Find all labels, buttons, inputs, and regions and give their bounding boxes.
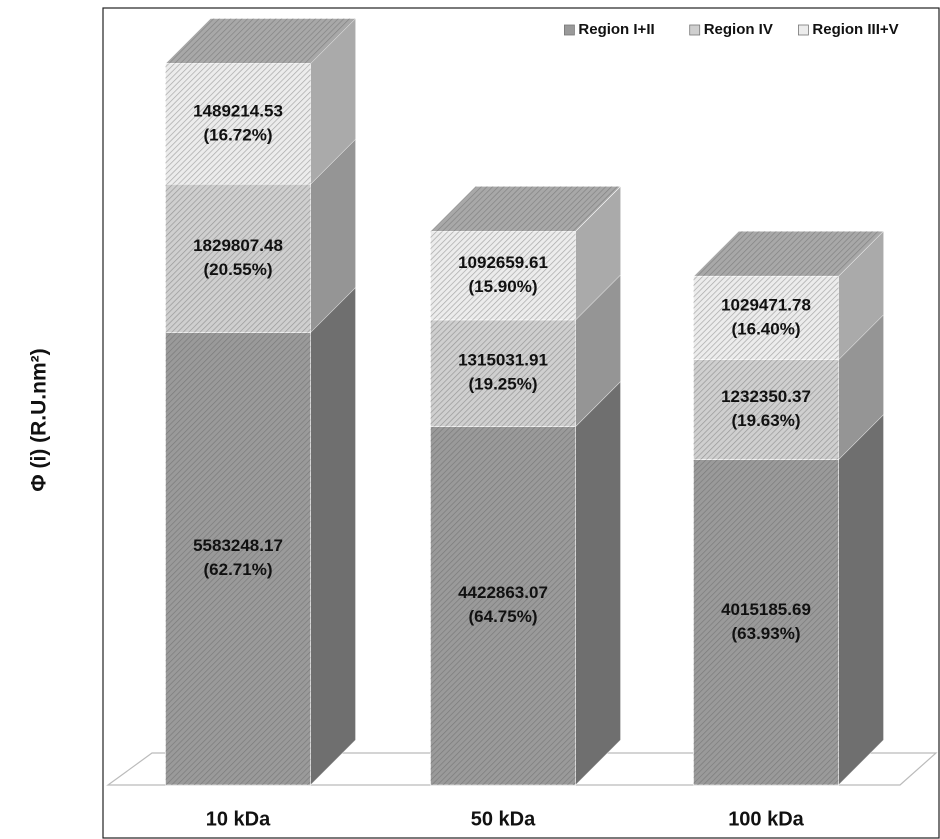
share-label: (19.63%) (732, 411, 801, 430)
legend-swatch (689, 24, 701, 36)
legend-label: Region III+V (812, 21, 898, 38)
value-label: 1092659.61 (458, 253, 548, 272)
value-label: 1232350.37 (721, 387, 811, 406)
value-label: 4015185.69 (721, 600, 811, 619)
bar-texture (693, 459, 839, 785)
value-label: 1315031.91 (458, 351, 548, 370)
share-label: (20.55%) (204, 260, 273, 279)
bar-top-texture (693, 231, 884, 277)
share-label: (62.71%) (204, 560, 273, 579)
share-label: (63.93%) (732, 624, 801, 643)
bar-texture (430, 231, 576, 320)
share-label: (15.90%) (469, 277, 538, 296)
share-label: (19.25%) (469, 375, 538, 394)
bar-side-shade (838, 231, 884, 360)
value-label: 4422863.07 (458, 583, 548, 602)
x-tick-label: 100 kDa (728, 808, 804, 830)
share-label: (16.40%) (732, 319, 801, 338)
bar-side-shade (310, 287, 356, 785)
bar-texture (693, 359, 839, 460)
value-label: 1489214.53 (193, 101, 283, 120)
bar-side-shade (575, 381, 621, 785)
bar-top-texture (430, 186, 621, 232)
share-label: (64.75%) (469, 607, 538, 626)
bar-side-shade (310, 18, 356, 185)
bar-side-shade (838, 314, 884, 460)
bar-texture (165, 63, 311, 185)
legend-swatch (564, 24, 575, 36)
plot-frame (102, 7, 940, 839)
bar-side-shade (575, 274, 621, 427)
share-label: (16.72%) (204, 125, 273, 144)
bar-texture (430, 319, 576, 427)
bar-texture (693, 276, 839, 360)
legend-swatch (798, 24, 809, 36)
legend-label: Region I+II (578, 21, 654, 38)
bar-side-shade (310, 139, 356, 333)
bar-texture (430, 426, 576, 785)
value-label: 1829807.48 (193, 236, 283, 255)
value-label: 1029471.78 (721, 295, 811, 314)
x-tick-label: 10 kDa (206, 808, 271, 830)
bar-side-shade (838, 414, 884, 785)
legend-label: Region IV (704, 21, 773, 38)
y-axis-title: Φ (i) (R.U.nm²) (28, 348, 51, 491)
bar-texture (165, 184, 311, 333)
bar-top-texture (165, 18, 356, 64)
x-tick-label: 50 kDa (471, 808, 536, 830)
bar-side-shade (575, 186, 621, 320)
value-label: 5583248.17 (193, 536, 283, 555)
bar-texture (165, 332, 311, 785)
